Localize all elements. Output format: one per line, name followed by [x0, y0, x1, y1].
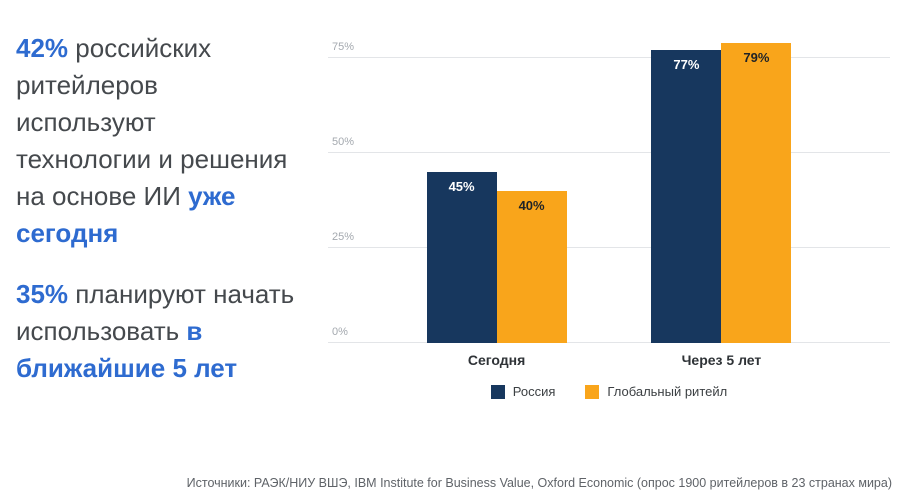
legend-swatch-global [585, 384, 600, 399]
bar-value-label: 45% [448, 179, 475, 194]
bar-groups: 45% 40% 77% 79% [328, 26, 890, 343]
gridline-50 [328, 152, 890, 153]
bar-global-5years: 79% [721, 43, 792, 343]
stat-paragraph-2: 35% планируют начать использовать в ближ… [16, 276, 298, 387]
y-tick-75: 75% [332, 41, 355, 53]
stat-2-value: 35% [16, 279, 69, 309]
chart-legend: Россия Глобальный ритейл [328, 384, 890, 399]
category-label-today: Сегодня [467, 352, 526, 368]
bar-global-today: 40% [496, 191, 567, 343]
y-tick-25: 25% [332, 231, 355, 243]
gridline-75 [328, 57, 890, 58]
headline-block: 42% российских ритейлеров используют тех… [16, 30, 298, 411]
legend-item-global: Глобальный ритейл [585, 384, 727, 399]
source-note: Источники: РАЭК/НИУ ВШЭ, IBM Institute f… [186, 476, 892, 490]
y-tick-50: 50% [332, 136, 355, 148]
bar-russia-today: 45% [426, 172, 497, 343]
plot-area: 0% 25% 50% 75% 45% 40% 77% 79% [328, 26, 890, 343]
stat-2-highlight: в ближайшие 5 лет [16, 316, 238, 383]
category-axis: Сегодня Через 5 лет [328, 352, 890, 368]
bar-value-label: 77% [673, 57, 700, 72]
y-tick-0: 0% [332, 326, 348, 338]
category-label-5years: Через 5 лет [681, 352, 762, 368]
stat-1-value: 42% [16, 33, 69, 63]
legend-label-russia: Россия [512, 384, 556, 399]
bar-group-today: 45% 40% [384, 26, 609, 343]
stat-paragraph-1: 42% российских ритейлеров используют тех… [16, 30, 298, 252]
bar-value-label: 79% [743, 50, 770, 65]
bar-group-5years: 77% 79% [609, 26, 834, 343]
gridline-25 [328, 247, 890, 248]
stat-2-text: планируют начать использовать [16, 279, 295, 346]
gridline-0 [328, 342, 890, 343]
legend-item-russia: Россия [490, 384, 556, 399]
legend-label-global: Глобальный ритейл [607, 384, 728, 399]
bar-value-label: 40% [518, 198, 545, 213]
bar-chart: 0% 25% 50% 75% 45% 40% 77% 79% Сегодня Ч… [328, 26, 890, 399]
legend-swatch-russia [490, 384, 505, 399]
stat-1-highlight: уже сегодня [16, 181, 236, 248]
stat-1-text: российских ритейлеров используют техноло… [16, 33, 288, 211]
bar-russia-5years: 77% [651, 50, 722, 343]
